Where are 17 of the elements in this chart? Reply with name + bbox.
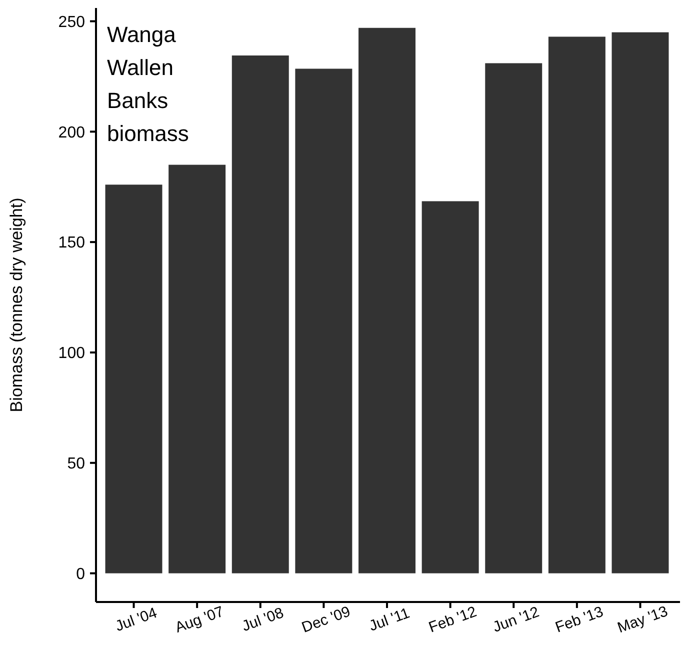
text: Wanga Wallen Banks biomass [107, 22, 189, 146]
y-tick-label: 0 [76, 566, 86, 583]
x-tick-label: Feb '12 [426, 603, 479, 636]
x-tick-label: Jul '08 [240, 604, 286, 636]
x-tick-label: Jul '04 [113, 604, 160, 636]
x-tick-label: Feb '13 [553, 603, 606, 636]
y-tick-label: 250 [58, 14, 86, 31]
y-tick-label: 50 [67, 455, 86, 472]
y-axis-title: Biomass (tonnes dry weight) [7, 198, 26, 412]
y-tick-label: 200 [58, 124, 86, 142]
x-tick-label: Aug '07 [172, 603, 226, 636]
y-tick-label: 150 [58, 234, 86, 252]
x-tick-label: Jul '11 [366, 604, 412, 635]
y-tick-label: 100 [58, 345, 86, 362]
x-tick-label: May '13 [615, 602, 670, 637]
x-tick-label: Jun '12 [490, 604, 542, 636]
x-tick-label: Dec '09 [300, 603, 353, 636]
